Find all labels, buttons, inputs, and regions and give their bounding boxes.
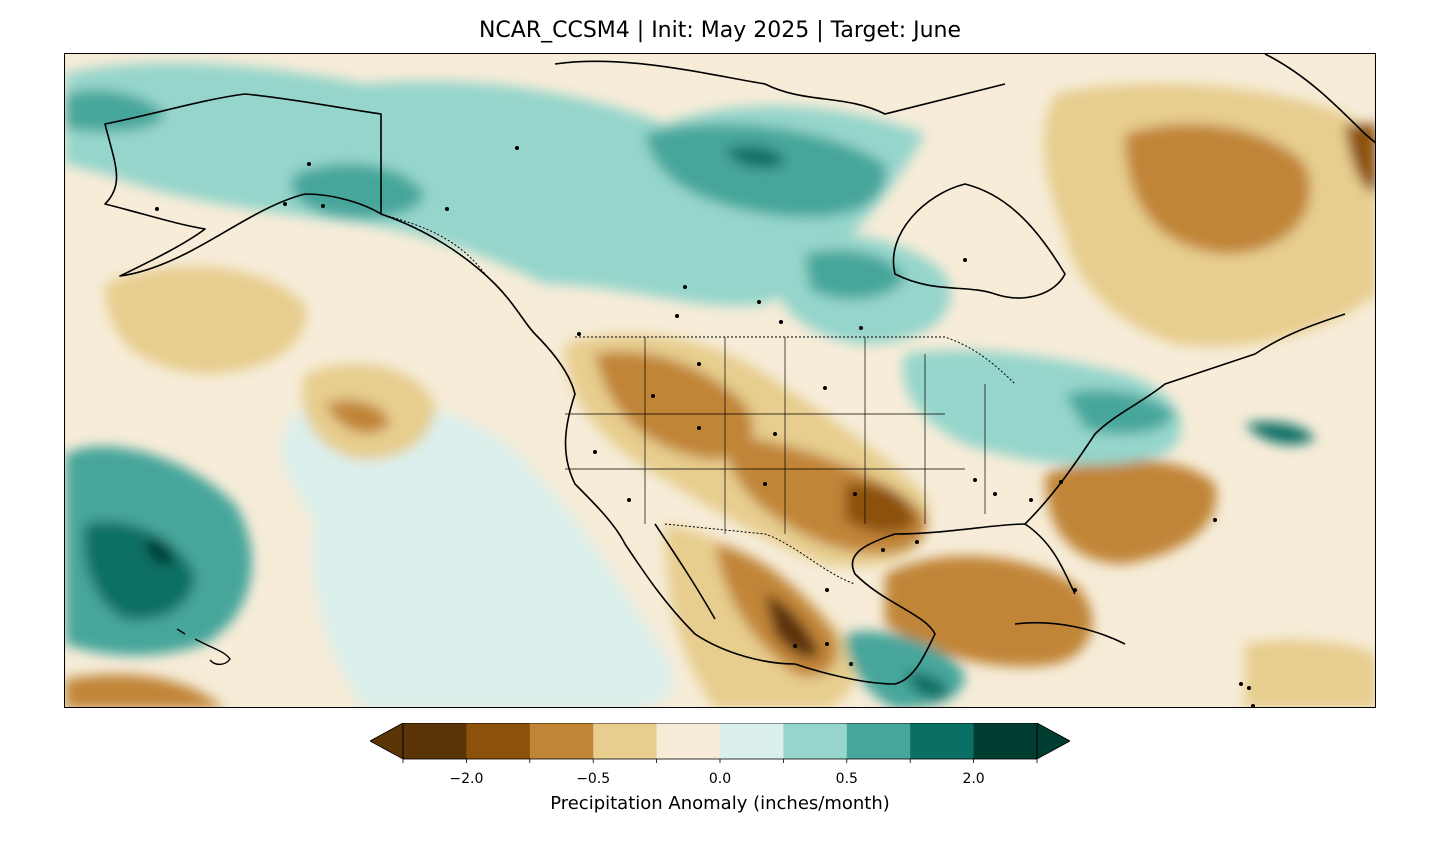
colorbar-tick-label: 0.5 bbox=[835, 771, 858, 787]
field-brown-southern-plains bbox=[845, 483, 915, 534]
field-teal-dark-central-america bbox=[905, 672, 950, 699]
colorbar-tick-label: −2.0 bbox=[449, 771, 484, 787]
colorbar-swatch bbox=[973, 723, 1038, 759]
us-canada-border bbox=[575, 336, 1016, 385]
field-teal-canada bbox=[645, 124, 886, 218]
colorbar-tick-label: 2.0 bbox=[962, 771, 985, 787]
field-teal-dark-hawaii bbox=[84, 521, 195, 620]
field-brown-mid-bottom-left bbox=[65, 674, 223, 707]
field-teal-northeast-us bbox=[1065, 390, 1175, 434]
field-brown-mid-atlantic bbox=[1045, 460, 1217, 564]
colorbar-extend-low bbox=[369, 722, 404, 760]
colorbar-ticks bbox=[402, 759, 1038, 763]
precipitation-map bbox=[64, 53, 1376, 708]
hawaii-islands bbox=[176, 628, 231, 666]
pacific-northwest-coast bbox=[380, 213, 796, 665]
state-borders bbox=[565, 337, 986, 534]
coastlines bbox=[104, 54, 1375, 685]
field-mint-light-pacific bbox=[282, 400, 673, 707]
mexico-gulf-coast bbox=[794, 523, 1076, 685]
field-brown-mid-gulf bbox=[885, 555, 1093, 667]
colorbar-swatch bbox=[720, 723, 784, 759]
colorbar-tick-label: −0.5 bbox=[576, 771, 611, 787]
greenland-coast bbox=[1264, 54, 1375, 144]
field-mint-northeast-us bbox=[903, 350, 1182, 465]
field-teal-dark-canada bbox=[725, 146, 785, 169]
colorbar-swatches bbox=[403, 723, 1038, 759]
field-brown-dark-mexico bbox=[765, 594, 820, 658]
alaska-canada-border bbox=[380, 114, 486, 275]
alaska-coast bbox=[104, 93, 382, 277]
chart-title: NCAR_CCSM4 | Init: May 2025 | Target: Ju… bbox=[478, 18, 962, 43]
anomaly-fields bbox=[65, 63, 1375, 707]
colorbar-swatch bbox=[529, 723, 594, 759]
colorbar-swatch bbox=[846, 723, 911, 759]
field-teal-top-left bbox=[65, 90, 165, 132]
national-borders bbox=[380, 114, 1016, 585]
colorbar-tick-label: 0.0 bbox=[708, 771, 732, 787]
field-brown-northeast bbox=[1345, 124, 1375, 194]
colorbar-swatch bbox=[593, 723, 658, 759]
field-teal-dark-atlantic bbox=[1245, 422, 1315, 445]
colorbar-swatch bbox=[466, 723, 531, 759]
field-brown-mid-west-us bbox=[595, 351, 753, 460]
field-brown-mid-pacific bbox=[325, 400, 390, 434]
colorbar-swatch bbox=[910, 723, 975, 759]
colorbar-swatch bbox=[656, 723, 721, 759]
field-tan-pacific-north bbox=[105, 266, 307, 374]
cuba-coast bbox=[1014, 621, 1126, 645]
colorbar-swatch bbox=[403, 723, 467, 759]
colorbar-tick-labels: −2.0 −0.5 0.0 0.5 2.0 bbox=[370, 771, 1070, 791]
field-tan-bottom-right bbox=[1245, 639, 1375, 707]
baja-coast bbox=[654, 523, 716, 620]
city-markers bbox=[155, 146, 1255, 707]
colorbar: −2.0 −0.5 0.0 0.5 2.0 bbox=[369, 722, 1071, 787]
east-coast bbox=[1024, 313, 1346, 525]
field-brown-mid-northeast bbox=[1125, 124, 1311, 254]
hudson-bay-coast bbox=[892, 183, 1066, 299]
arctic-islands bbox=[554, 60, 1006, 115]
field-teal-deep-hawaii bbox=[145, 538, 174, 566]
field-mint-north bbox=[65, 63, 925, 307]
field-teal-hudson bbox=[805, 250, 905, 300]
colorbar-label: Precipitation Anomaly (inches/month) bbox=[550, 793, 890, 814]
colorbar-swatch bbox=[783, 723, 848, 759]
colorbar-extend-high bbox=[1036, 722, 1071, 760]
